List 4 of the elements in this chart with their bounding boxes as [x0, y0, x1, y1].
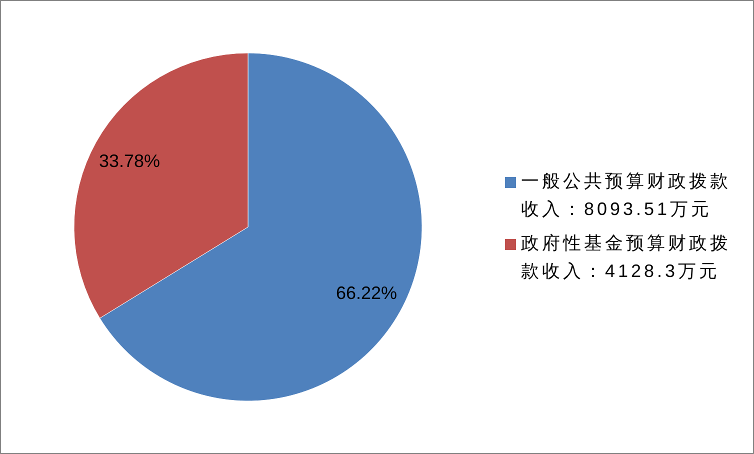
data-label: 66.22%	[336, 283, 398, 304]
data-label: 33.78%	[98, 150, 160, 171]
legend-label: 一般公共预算财政拨款收入：8093.51万元	[521, 170, 732, 221]
legend-label: 政府性基金预算财政拨款收入：4128.3万元	[521, 232, 732, 283]
